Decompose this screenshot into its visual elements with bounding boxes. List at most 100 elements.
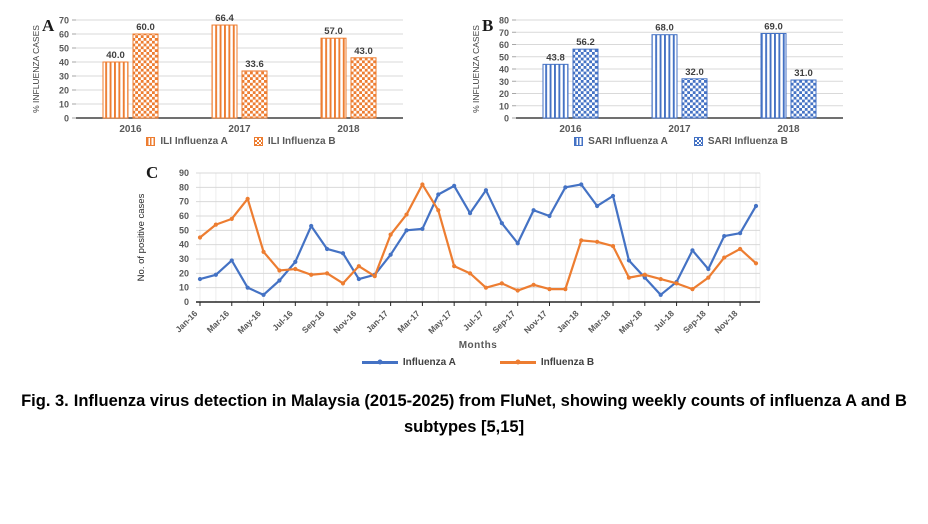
legend-label: Influenza A bbox=[402, 357, 456, 368]
influenza-a-marker bbox=[547, 213, 552, 219]
x-category-label: 2017 bbox=[228, 124, 251, 135]
y-tick-label: 10 bbox=[179, 283, 189, 293]
x-tick-label: May-16 bbox=[236, 308, 264, 336]
x-category-label: 2017 bbox=[668, 124, 691, 135]
y-tick-label: 30 bbox=[499, 77, 509, 87]
influenza-b-marker bbox=[277, 268, 282, 273]
influenza-b-marker bbox=[372, 274, 377, 279]
y-axis-title: No. of positive cases bbox=[136, 193, 147, 281]
legend-label: Influenza B bbox=[540, 357, 595, 368]
y-tick-label: 60 bbox=[499, 40, 509, 50]
y-axis-title: % INFLUENZA CASES bbox=[31, 25, 41, 113]
sari-influenza-b-bar bbox=[572, 48, 599, 119]
influenza-a-marker bbox=[499, 221, 504, 226]
legend-item-ili-influenza-a: ILI Influenza A bbox=[146, 136, 228, 147]
influenza-b-marker bbox=[547, 287, 552, 292]
influenza-b-marker bbox=[213, 222, 218, 227]
influenza-b-marker bbox=[261, 249, 266, 254]
influenza-a-marker bbox=[356, 276, 361, 282]
influenza-a-marker bbox=[563, 185, 568, 190]
y-tick-label: 60 bbox=[59, 30, 69, 40]
legend-marker bbox=[515, 359, 521, 365]
y-tick-label: 70 bbox=[59, 16, 69, 26]
influenza-a-marker bbox=[293, 259, 298, 264]
legend-swatch bbox=[574, 137, 584, 146]
data-label: 43.8 bbox=[546, 52, 565, 63]
y-tick-label: 80 bbox=[499, 16, 509, 26]
influenza-b-marker bbox=[610, 244, 616, 249]
influenza-b-marker bbox=[753, 261, 759, 266]
influenza-a-marker bbox=[309, 223, 314, 229]
y-tick-label: 90 bbox=[179, 168, 189, 178]
legend-swatch bbox=[693, 137, 703, 146]
y-tick-label: 50 bbox=[179, 225, 189, 235]
x-tick-label: Jul-18 bbox=[652, 308, 677, 333]
x-tick-label: May-17 bbox=[426, 308, 454, 336]
legend-marker bbox=[377, 359, 383, 365]
legend-label: SARI Influenza B bbox=[707, 136, 788, 147]
sari-bar-chart: 0 10 20 30 40 50 60 70 80 % INFLUENZA CASES 2016 43… bbox=[471, 16, 843, 135]
y-tick-label: 40 bbox=[59, 58, 69, 68]
influenza-a-marker bbox=[738, 231, 743, 236]
x-tick-label: Sep-17 bbox=[490, 308, 517, 335]
y-tick-label: 40 bbox=[179, 240, 189, 250]
influenza-a-marker bbox=[690, 248, 695, 253]
influenza-a-marker bbox=[483, 188, 489, 193]
x-tick-label: Nov-18 bbox=[712, 308, 739, 335]
influenza-a-marker bbox=[420, 226, 425, 231]
legend-label: SARI Influenza A bbox=[588, 136, 668, 147]
x-tick-label: Mar-17 bbox=[395, 308, 422, 335]
influenza-b-marker bbox=[245, 196, 250, 201]
ili-influenza-a-bar bbox=[211, 24, 238, 119]
influenza-b-marker bbox=[420, 182, 425, 187]
influenza-a-line bbox=[199, 183, 757, 296]
influenza-b-marker bbox=[388, 232, 393, 237]
influenza-b-marker bbox=[452, 264, 457, 269]
caption-label: Fig. 3. bbox=[21, 392, 69, 410]
data-label: 56.2 bbox=[576, 37, 595, 48]
influenza-a-marker bbox=[579, 182, 584, 187]
legend-line-swatch bbox=[361, 359, 398, 365]
x-tick-label: Jan-17 bbox=[364, 308, 390, 334]
influenza-b-marker bbox=[404, 212, 409, 217]
data-label: 43.0 bbox=[354, 46, 373, 57]
ili-influenza-b-bar bbox=[241, 70, 268, 119]
influenza-a-marker bbox=[229, 258, 234, 263]
influenza-b-marker bbox=[722, 255, 727, 260]
influenza-b-marker bbox=[356, 264, 361, 269]
data-label: 57.0 bbox=[324, 26, 343, 37]
x-category-label: 2018 bbox=[777, 124, 800, 135]
influenza-a-marker bbox=[197, 276, 203, 282]
influenza-a-marker bbox=[436, 192, 441, 197]
panel-b-letter: B bbox=[482, 16, 494, 35]
influenza-a-marker bbox=[324, 246, 330, 252]
sari-influenza-a-bar bbox=[651, 34, 678, 119]
x-tick-label: Nov-17 bbox=[522, 308, 549, 335]
influenza-b-line bbox=[199, 183, 757, 292]
x-category-label: 2016 bbox=[119, 124, 142, 135]
monthly-line-chart-legend: Influenza A Influenza B bbox=[196, 357, 760, 368]
influenza-b-marker bbox=[340, 281, 346, 286]
y-tick-label: 0 bbox=[504, 114, 509, 124]
influenza-b-marker bbox=[658, 276, 663, 282]
influenza-a-marker bbox=[388, 252, 393, 257]
y-tick-label: 0 bbox=[184, 297, 189, 307]
data-label: 60.0 bbox=[136, 22, 155, 33]
ili-influenza-a-bar bbox=[320, 37, 347, 119]
influenza-a-marker bbox=[467, 211, 473, 216]
y-tick-label: 20 bbox=[499, 89, 509, 99]
influenza-b-marker bbox=[309, 272, 314, 277]
panel-c-letter: C bbox=[146, 163, 159, 182]
data-label: 69.0 bbox=[764, 21, 783, 32]
legend-item-sari-influenza-a: SARI Influenza A bbox=[574, 136, 668, 147]
ili-bar-chart: 0 10 20 30 40 50 60 70 % INFLUENZA CASES 2016 40.0… bbox=[31, 13, 403, 135]
influenza-a-marker bbox=[515, 241, 520, 246]
influenza-a-marker bbox=[404, 228, 409, 233]
x-tick-label: Jan-18 bbox=[555, 308, 581, 334]
influenza-a-marker bbox=[213, 272, 218, 277]
influenza-b-marker bbox=[579, 238, 584, 243]
data-label: 31.0 bbox=[794, 68, 813, 79]
sari-influenza-b-bar bbox=[681, 78, 708, 119]
y-tick-label: 30 bbox=[179, 254, 189, 264]
